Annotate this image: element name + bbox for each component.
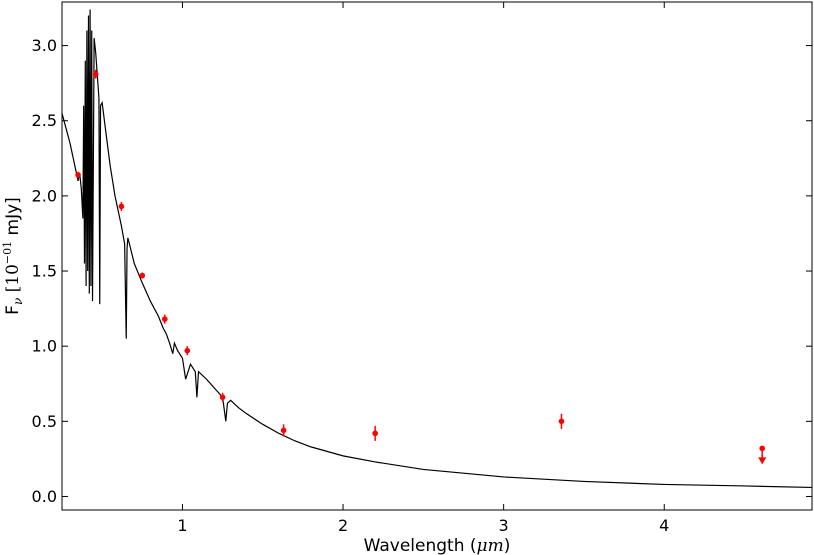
y-tick-label: 2.5	[32, 111, 57, 130]
point-marker	[372, 430, 378, 437]
point-marker	[184, 347, 191, 354]
plot-area	[62, 9, 812, 489]
x-tick-labels: 1 2 3 4	[177, 516, 669, 535]
y-tick-label: 0.0	[32, 487, 57, 506]
data-point-9	[372, 425, 378, 441]
x-tick-label: 1	[177, 516, 187, 535]
x-tick-label: 2	[338, 516, 348, 535]
data-point-2	[92, 69, 99, 79]
axis-ticks	[62, 2, 812, 510]
data-point-3	[118, 201, 125, 211]
y-axis-label: Fν [10−01 mJy]	[1, 197, 25, 315]
data-point-10	[558, 413, 565, 429]
x-tick-label: 4	[659, 516, 669, 535]
y-tick-labels: 0.0 0.5 1.0 1.5 2.0 2.5 3.0	[32, 36, 57, 506]
y-tick-label: 0.5	[32, 412, 57, 431]
data-point-5	[161, 314, 168, 324]
point-marker	[118, 203, 125, 210]
y-tick-label: 1.5	[32, 262, 57, 281]
plot-frame	[61, 1, 813, 511]
point-marker	[139, 272, 146, 279]
point-marker	[75, 172, 81, 178]
point-marker	[92, 71, 99, 77]
data-point-11	[758, 445, 767, 465]
data-point-1	[75, 171, 81, 178]
point-marker	[280, 427, 287, 434]
point-marker	[558, 418, 565, 425]
model-spectrum-line	[62, 9, 812, 489]
upper-limit-arrow	[758, 457, 767, 465]
point-marker	[759, 445, 766, 452]
photometry-points	[75, 69, 767, 465]
y-tick-label: 3.0	[32, 36, 57, 55]
data-point-8	[280, 424, 287, 437]
data-point-4	[139, 272, 146, 279]
x-tick-label: 3	[499, 516, 509, 535]
point-marker	[161, 316, 168, 322]
point-marker	[219, 394, 226, 401]
data-point-7	[219, 392, 226, 402]
y-tick-label: 2.0	[32, 186, 57, 205]
data-point-6	[184, 346, 191, 356]
y-tick-label: 1.0	[32, 337, 57, 356]
x-axis-label: Wavelength (μm)	[364, 536, 511, 555]
